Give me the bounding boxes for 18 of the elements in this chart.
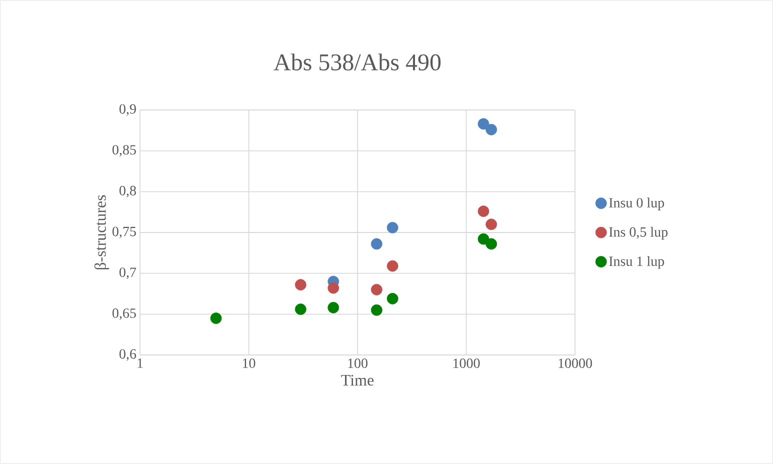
x-tick-label: 10000 [558, 358, 592, 368]
legend-label: Insu 0 lup [609, 198, 664, 210]
y-tick-label: 0,85 [112, 145, 136, 157]
y-tick-label: 0,9 [120, 104, 136, 116]
x-tick-label: 10 [242, 358, 256, 368]
chart-title: Abs 538/Abs 490 [274, 54, 441, 70]
x-tick-label: 1 [138, 358, 143, 368]
y-axis-title: β-structures [94, 195, 110, 270]
x-axis-title: Time [341, 374, 374, 386]
legend-label: Insu 1 lup [609, 256, 664, 269]
y-tick-label: 0,6 [120, 349, 136, 361]
y-tick-label: 0,7 [120, 268, 136, 280]
x-tick-label: 100 [348, 358, 368, 368]
y-tick-label: 0,8 [120, 186, 136, 198]
y-tick-label: 0,75 [112, 226, 136, 238]
legend-label: Ins 0,5 lup [609, 226, 668, 240]
x-tick-label: 1000 [453, 358, 480, 368]
y-tick-label: 0,65 [112, 308, 136, 320]
